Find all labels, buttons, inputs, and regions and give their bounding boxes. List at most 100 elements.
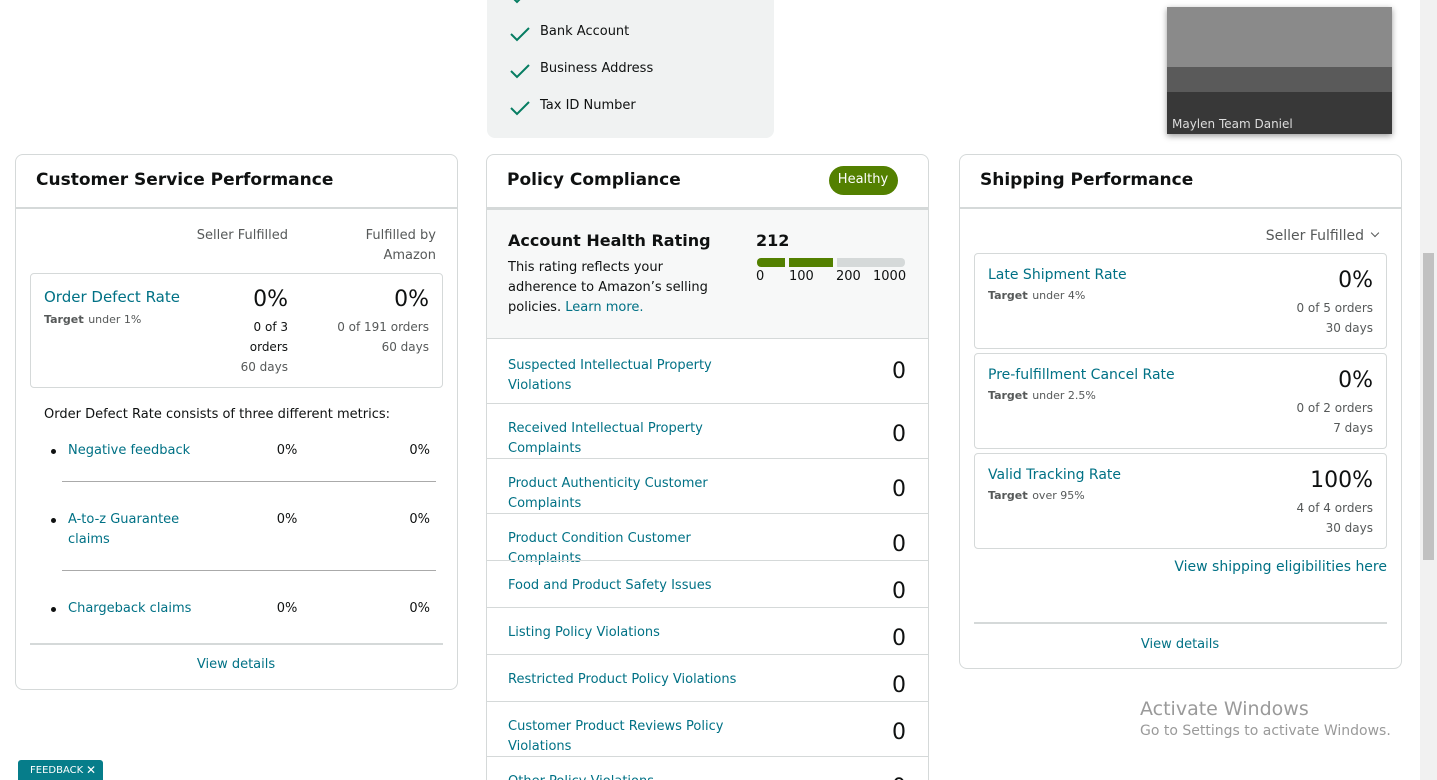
policy-count: 0	[892, 673, 906, 698]
check-icon	[510, 64, 530, 79]
metric-box	[974, 253, 1387, 349]
card-title: Policy Compliance	[507, 170, 681, 190]
scale-label: 200	[836, 269, 861, 284]
scale-label: 100	[789, 269, 814, 284]
rate: 0%	[1338, 368, 1373, 393]
row-divider	[487, 458, 928, 459]
rate: 100%	[1310, 468, 1373, 493]
feedback-label[interactable]: FEEDBACK	[30, 765, 84, 776]
period: 60 days	[240, 360, 288, 374]
check-icon	[510, 27, 530, 42]
view-details[interactable]: View details	[196, 657, 276, 672]
policy-link[interactable]: Received Intellectual Property Complaint…	[508, 421, 703, 456]
policy-count: 0	[892, 422, 906, 447]
rating-value: 212	[756, 231, 790, 250]
scale-segment	[837, 258, 905, 267]
period: 30 days	[1325, 521, 1373, 535]
column-header: Seller Fulfilled	[196, 228, 288, 243]
metric-value: 0%	[276, 512, 298, 527]
scale-label: 0	[756, 269, 765, 284]
scrollbar[interactable]	[1420, 0, 1437, 780]
policy-link[interactable]: Other Policy Violations	[508, 772, 738, 780]
period: 7 days	[1333, 421, 1373, 435]
verification-card	[487, 0, 774, 138]
target-label: Target	[988, 489, 1028, 502]
orders: 0 of 191 orders	[337, 320, 429, 334]
metric-name[interactable]: Pre-fulfillment Cancel Rate	[988, 367, 1175, 383]
policy-count: 0	[892, 626, 906, 651]
policy-link[interactable]: Listing Policy Violations	[508, 625, 660, 640]
scale-segment	[789, 258, 833, 267]
policy-count: 0	[892, 477, 906, 502]
watermark-subtitle: Go to Settings to activate Windows.	[1140, 723, 1391, 739]
row-divider	[487, 560, 928, 561]
feedback-close[interactable]: ✕	[86, 763, 97, 777]
metric-link[interactable]: A-to-z Guarantee claims	[68, 512, 180, 547]
view-details[interactable]: View details	[1140, 637, 1220, 652]
policy-count: 0	[892, 720, 906, 745]
footer-divider	[30, 643, 443, 645]
video-controls	[1167, 92, 1392, 134]
video-call[interactable]	[1167, 7, 1392, 134]
row-divider	[487, 654, 928, 655]
target-value: : under 4%	[1025, 289, 1086, 302]
policy-link[interactable]: Customer Product Reviews Policy Violatio…	[508, 719, 724, 754]
verification-item: Business Address	[540, 61, 654, 76]
scale-label: 1000	[873, 269, 907, 284]
status-text: Healthy	[837, 172, 889, 187]
bullet	[51, 449, 56, 454]
feedback-button[interactable]	[18, 760, 103, 780]
scale-segment	[757, 258, 785, 267]
row-divider	[487, 403, 928, 404]
video-background	[1167, 7, 1392, 67]
verification-item: Tax ID Number	[540, 98, 636, 113]
policy-count: 0	[892, 532, 906, 557]
metric-link[interactable]: Chargeback claims	[68, 601, 192, 616]
row-divider	[487, 756, 928, 757]
orders: 4 of 4 orders	[1296, 501, 1373, 515]
learn-more[interactable]: Learn more.	[565, 300, 644, 315]
row-divider	[487, 513, 928, 514]
description: Order Defect Rate consists of three diff…	[44, 407, 391, 422]
filter-dropdown[interactable]: Seller Fulfilled	[1265, 228, 1364, 244]
target-value: : over 95%	[1025, 489, 1085, 502]
bullet	[51, 518, 56, 523]
target-value: : under 2.5%	[1025, 389, 1096, 402]
target-label: Target	[988, 289, 1028, 302]
footer-divider	[974, 622, 1387, 624]
rating-section	[487, 207, 928, 339]
separator	[62, 570, 436, 571]
eligibility-link[interactable]: View shipping eligibilities here	[1174, 559, 1387, 575]
metric-link[interactable]: Negative feedback	[68, 443, 191, 458]
policy-count: 0	[892, 774, 906, 780]
header-divider	[960, 207, 1401, 209]
scrollbar-thumb[interactable]	[1423, 253, 1434, 560]
metric-value: 0%	[276, 601, 298, 616]
policy-link[interactable]: Suspected Intellectual Property Violatio…	[508, 358, 712, 393]
participant-name: Maylen Team Daniel	[1172, 117, 1293, 131]
separator	[62, 481, 436, 482]
policy-link[interactable]: Product Condition Customer Complaints	[508, 531, 691, 566]
metric-value: 0%	[276, 443, 298, 458]
header-divider	[16, 207, 457, 209]
metric-name[interactable]: Valid Tracking Rate	[988, 467, 1122, 483]
orders: 0 of 3 orders	[249, 320, 288, 354]
orders: 0 of 2 orders	[1296, 401, 1373, 415]
shipping-card	[959, 154, 1402, 669]
metric-name[interactable]: Order Defect Rate	[44, 288, 180, 306]
target-value: : under 1%	[81, 313, 142, 326]
rating-title: Account Health Rating	[508, 231, 711, 250]
metric-value: 0%	[409, 512, 430, 527]
target-label: Target	[988, 389, 1028, 402]
policy-count: 0	[892, 359, 906, 384]
orders: 0 of 5 orders	[1296, 301, 1373, 315]
policy-link[interactable]: Product Authenticity Customer Complaints	[508, 476, 708, 511]
metric-name[interactable]: Late Shipment Rate	[988, 267, 1127, 283]
period: 60 days	[381, 340, 429, 354]
metric-value: 0%	[409, 443, 430, 458]
check-icon	[510, 101, 530, 116]
policy-link[interactable]: Restricted Product Policy Violations	[508, 672, 737, 687]
target-label: Target	[44, 313, 84, 326]
policy-link[interactable]: Food and Product Safety Issues	[508, 578, 712, 593]
